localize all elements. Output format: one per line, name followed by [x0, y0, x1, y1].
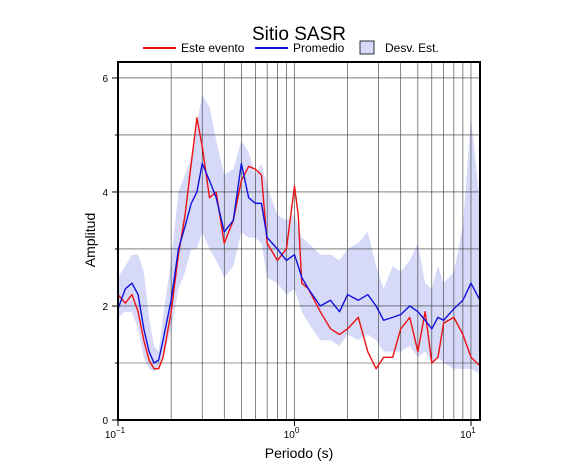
legend-label: Desv. Est.: [385, 41, 439, 55]
x-tick-base: 10: [460, 430, 472, 441]
y-tick-label: 2: [102, 302, 108, 313]
y-tick-label: 4: [102, 188, 108, 199]
x-tick-label: 100: [284, 426, 300, 441]
series-line: [117, 162, 481, 364]
x-tick-base: 10: [105, 430, 117, 441]
y-axis-label: Amplitud: [82, 213, 98, 267]
y-tick-label: 6: [102, 74, 108, 85]
legend-swatch: [359, 40, 375, 55]
legend-label: Promedio: [293, 41, 345, 55]
legend-label: Este evento: [181, 41, 245, 55]
x-tick-base: 10: [284, 430, 296, 441]
x-tick-label: 10−1: [105, 426, 126, 441]
x-axis-label: Periodo (s): [265, 445, 333, 461]
x-tick-exponent: 1: [471, 426, 476, 435]
plot-frame: [117, 61, 481, 421]
y-tick-label: 0: [102, 416, 108, 427]
chart-title: Sitio SASR: [252, 24, 346, 45]
x-tick-label: 101: [460, 426, 476, 441]
x-tick-exponent: −1: [116, 426, 126, 435]
x-tick-exponent: 0: [295, 426, 300, 435]
